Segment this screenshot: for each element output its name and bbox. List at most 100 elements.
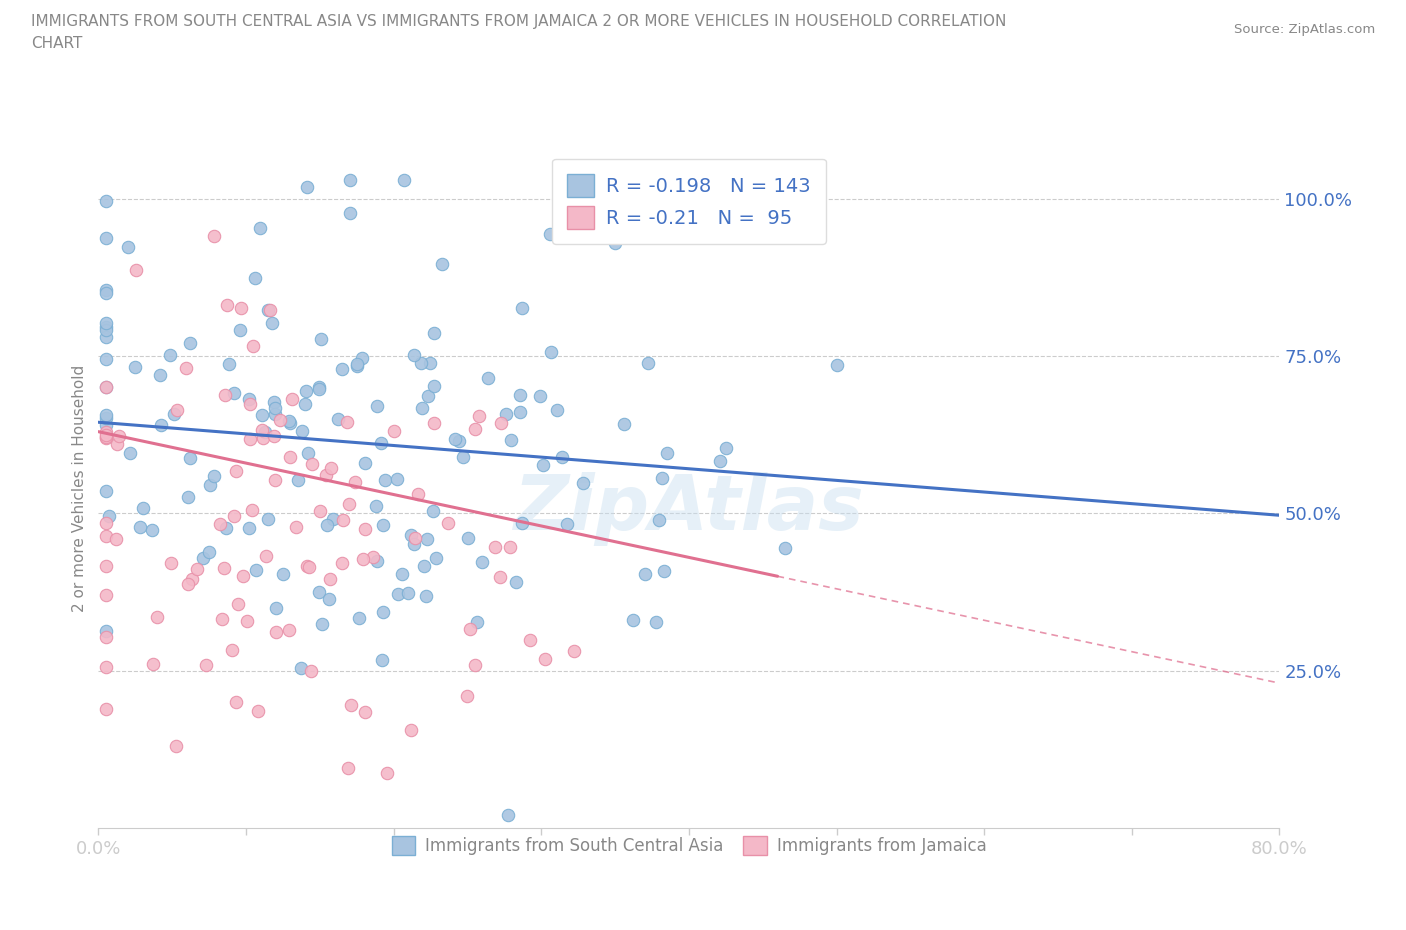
Point	[385, 472, 408, 486]
Point	[224, 509, 246, 524]
Point	[297, 445, 319, 460]
Point	[444, 432, 467, 446]
Point	[94, 379, 117, 394]
Point	[413, 558, 436, 573]
Point	[621, 613, 644, 628]
Point	[510, 515, 533, 530]
Point	[94, 424, 117, 439]
Point	[295, 179, 318, 194]
Point	[354, 456, 377, 471]
Point	[318, 591, 340, 606]
Point	[94, 630, 117, 644]
Point	[209, 517, 232, 532]
Point	[249, 220, 271, 235]
Point	[285, 520, 308, 535]
Point	[353, 522, 375, 537]
Point	[366, 399, 388, 414]
Point	[457, 531, 479, 546]
Point	[186, 562, 208, 577]
Point	[411, 401, 433, 416]
Point	[330, 555, 353, 570]
Point	[330, 362, 353, 377]
Point	[374, 472, 396, 487]
Point	[509, 388, 531, 403]
Point	[322, 512, 344, 526]
Point	[714, 441, 737, 456]
Point	[264, 625, 287, 640]
Point	[505, 575, 527, 590]
Point	[339, 206, 361, 221]
Point	[238, 392, 260, 406]
Point	[423, 416, 446, 431]
Point	[538, 227, 561, 242]
Point	[238, 432, 260, 446]
Point	[344, 474, 367, 489]
Point	[94, 379, 117, 394]
Point	[613, 417, 636, 432]
Point	[176, 489, 198, 504]
Point	[118, 445, 141, 460]
Point	[104, 531, 127, 546]
Point	[239, 396, 262, 411]
Point	[546, 403, 568, 418]
Point	[464, 421, 486, 436]
Point	[404, 530, 426, 545]
Point	[370, 436, 392, 451]
Point	[291, 423, 314, 438]
Point	[105, 436, 128, 451]
Point	[94, 315, 117, 330]
Point	[364, 498, 387, 513]
Point	[159, 348, 181, 363]
Point	[416, 531, 439, 546]
Point	[94, 323, 117, 338]
Point	[491, 415, 513, 430]
Point	[495, 406, 517, 421]
Point	[373, 604, 395, 619]
Point	[146, 609, 169, 624]
Point	[232, 568, 254, 583]
Point	[257, 512, 280, 526]
Point	[263, 400, 285, 415]
Point	[294, 396, 316, 411]
Point	[94, 330, 117, 345]
Point	[128, 520, 150, 535]
Point	[236, 614, 259, 629]
Point	[159, 556, 181, 571]
Point	[181, 572, 204, 587]
Point	[449, 433, 471, 448]
Point	[375, 766, 398, 781]
Point	[218, 357, 240, 372]
Point	[94, 558, 117, 573]
Point	[174, 361, 197, 376]
Point	[94, 659, 117, 674]
Point	[484, 539, 506, 554]
Point	[645, 615, 668, 630]
Point	[316, 517, 339, 532]
Point	[94, 411, 117, 426]
Point	[221, 643, 243, 658]
Point	[94, 407, 117, 422]
Point	[346, 358, 368, 373]
Point	[773, 541, 796, 556]
Point	[309, 331, 332, 346]
Point	[191, 551, 214, 566]
Point	[509, 405, 531, 419]
Point	[94, 286, 117, 300]
Point	[399, 527, 422, 542]
Point	[94, 320, 117, 335]
Point	[163, 406, 186, 421]
Point	[245, 563, 267, 578]
Point	[825, 358, 848, 373]
Point	[371, 517, 394, 532]
Point	[391, 566, 413, 581]
Point	[572, 475, 595, 490]
Point	[252, 407, 274, 422]
Point	[340, 698, 363, 712]
Point	[468, 409, 491, 424]
Point	[98, 509, 121, 524]
Point	[387, 587, 409, 602]
Point	[430, 257, 453, 272]
Point	[319, 460, 342, 475]
Point	[198, 478, 221, 493]
Point	[287, 472, 309, 487]
